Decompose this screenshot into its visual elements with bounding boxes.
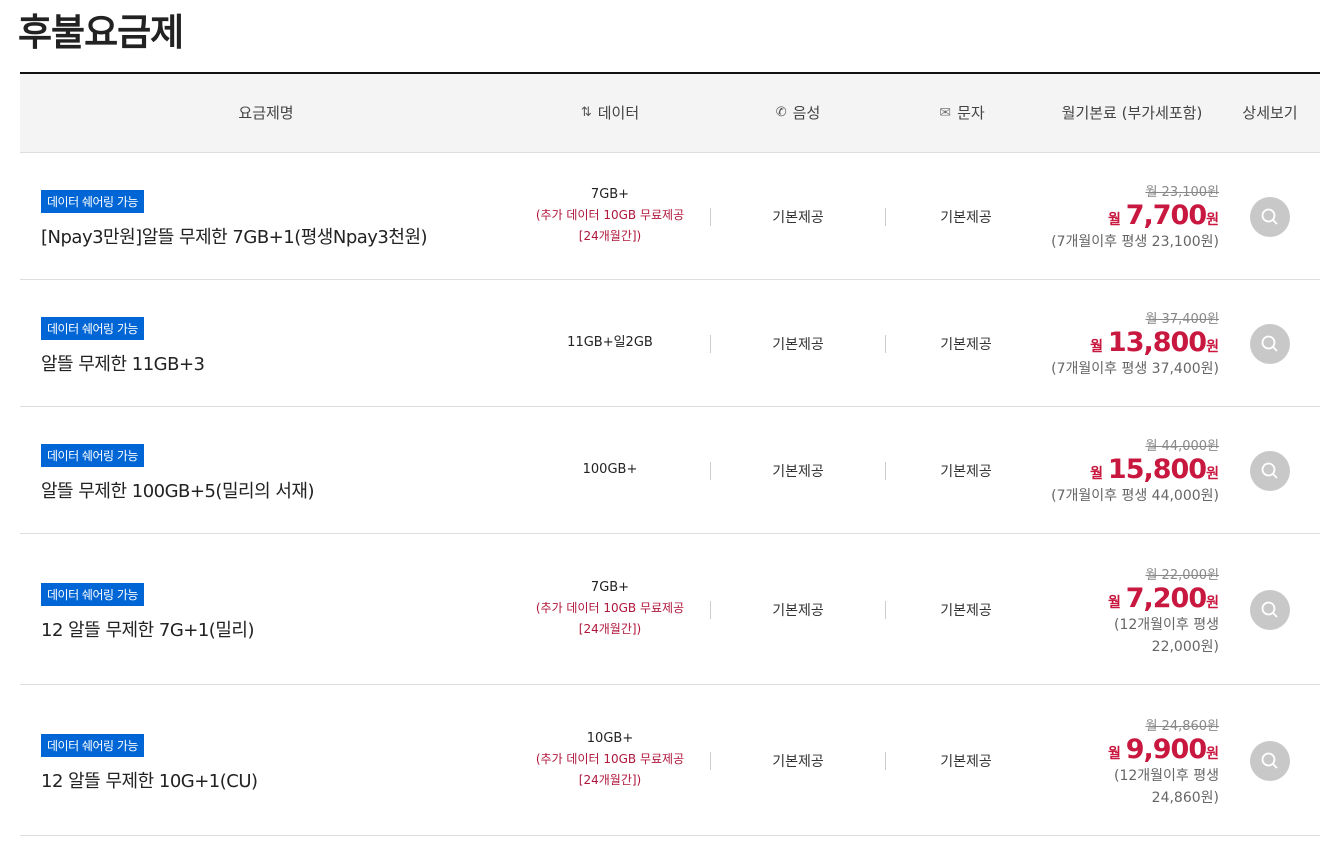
- sms-cell: 기본제공: [940, 336, 992, 353]
- plan-row: 데이터 쉐어링 가능 12 알뜰 무제한 7G+1(밀리) 7GB+ (추가 데…: [20, 534, 1320, 685]
- detail-button[interactable]: [1250, 450, 1290, 491]
- data-extra-period: [24개월간]): [578, 773, 642, 787]
- detail-button[interactable]: [1250, 740, 1290, 781]
- after-price: (7개월이후 평생 23,100원): [1051, 233, 1219, 250]
- plan-row: 데이터 쉐어링 가능 알뜰 무제한 11GB+3 11GB+일2GB 기본제공 …: [20, 280, 1320, 407]
- voice-cell: 기본제공: [772, 602, 824, 619]
- data-cell: 10GB+ (추가 데이터 10GB 무료제공 [24개월간]): [510, 728, 710, 791]
- sms-cell: 기본제공: [940, 602, 992, 619]
- after-price: (7개월이후 평생 44,000원): [1051, 487, 1219, 504]
- detail-button[interactable]: [1250, 589, 1290, 630]
- sale-price: 월 7,700원: [1107, 199, 1219, 231]
- divider: [885, 461, 886, 480]
- envelope-icon: ✉: [939, 104, 952, 121]
- sharing-badge: 데이터 쉐어링 가능: [41, 733, 144, 757]
- divider: [710, 334, 711, 353]
- search-icon: [1261, 752, 1278, 769]
- plan-name[interactable]: 알뜰 무제한 11GB+3: [41, 353, 205, 375]
- plan-row: 데이터 쉐어링 가능 알뜰 무제한 100GB+5(밀리의 서재) 100GB+…: [20, 407, 1320, 534]
- divider: [710, 207, 711, 226]
- data-cell: 11GB+일2GB: [510, 332, 710, 353]
- data-extra-period: [24개월간]): [578, 622, 642, 636]
- sale-price: 월 15,800원: [1090, 453, 1219, 485]
- divider: [885, 334, 886, 353]
- voice-cell: 기본제공: [772, 753, 824, 770]
- voice-cell: 기본제공: [772, 336, 824, 353]
- price-cell: 월 37,400원 월 13,800원 (7개월이후 평생 37,400원): [1029, 308, 1219, 380]
- header-voice: ✆ 음성: [775, 104, 821, 122]
- after-price-2: 24,860원): [1151, 789, 1219, 806]
- price-cell: 월 44,000원 월 15,800원 (7개월이후 평생 44,000원): [1029, 435, 1219, 507]
- after-price-2: 22,000원): [1151, 638, 1219, 655]
- divider: [710, 600, 711, 619]
- price-cell: 월 23,100원 월 7,700원 (7개월이후 평생 23,100원): [1029, 181, 1219, 253]
- data-amount: 10GB+: [586, 731, 634, 746]
- search-icon: [1261, 462, 1278, 479]
- data-cell: 7GB+ (추가 데이터 10GB 무료제공 [24개월간]): [510, 577, 710, 640]
- data-amount: 7GB+: [590, 580, 630, 595]
- sale-price: 월 13,800원: [1090, 326, 1219, 358]
- data-cell: 100GB+: [510, 459, 710, 480]
- data-extra: (추가 데이터 10GB 무료제공: [535, 208, 685, 222]
- original-price: 월 44,000원: [1145, 438, 1219, 454]
- sale-price: 월 9,900원: [1107, 733, 1219, 765]
- plan-name[interactable]: 알뜰 무제한 100GB+5(밀리의 서재): [41, 480, 315, 502]
- plan-name[interactable]: 12 알뜰 무제한 7G+1(밀리): [41, 619, 254, 641]
- header-fee: 월기본료 (부가세포함): [1061, 104, 1203, 122]
- sale-price: 월 7,200원: [1107, 582, 1219, 614]
- sms-cell: 기본제공: [940, 463, 992, 480]
- divider: [710, 751, 711, 770]
- after-price: (7개월이후 평생 37,400원): [1051, 360, 1219, 377]
- divider: [885, 600, 886, 619]
- search-icon: [1261, 208, 1278, 225]
- after-price: (12개월이후 평생: [1113, 767, 1219, 784]
- data-extra: (추가 데이터 10GB 무료제공: [535, 601, 685, 615]
- data-cell: 7GB+ (추가 데이터 10GB 무료제공 [24개월간]): [510, 184, 710, 247]
- voice-cell: 기본제공: [772, 463, 824, 480]
- sharing-badge: 데이터 쉐어링 가능: [41, 443, 144, 467]
- plan-row: 데이터 쉐어링 가능 12 알뜰 무제한 10G+1(CU) 10GB+ (추가…: [20, 685, 1320, 836]
- plan-name[interactable]: 12 알뜰 무제한 10G+1(CU): [41, 770, 258, 792]
- divider: [885, 207, 886, 226]
- table-header: 요금제명 ⇅ 데이터 ✆ 음성 ✉ 문자 월기본료 (부가세포함) 상세보기: [20, 74, 1320, 153]
- divider: [885, 751, 886, 770]
- page-title: 후불요금제: [18, 11, 184, 54]
- sharing-badge: 데이터 쉐어링 가능: [41, 316, 144, 340]
- plan-table: 요금제명 ⇅ 데이터 ✆ 음성 ✉ 문자 월기본료 (부가세포함) 상세보기 데이터 …: [20, 72, 1320, 836]
- price-cell: 월 24,860원 월 9,900원 (12개월이후 평생 24,860원): [1029, 715, 1219, 809]
- detail-button[interactable]: [1250, 323, 1290, 364]
- search-icon: [1261, 601, 1278, 618]
- original-price: 월 37,400원: [1145, 311, 1219, 327]
- phone-icon: ✆: [775, 105, 787, 120]
- header-data: ⇅ 데이터: [580, 104, 640, 122]
- data-extra: (추가 데이터 10GB 무료제공: [535, 752, 685, 766]
- header-detail: 상세보기: [1242, 104, 1298, 122]
- original-price: 월 23,100원: [1145, 184, 1219, 200]
- sms-cell: 기본제공: [940, 753, 992, 770]
- divider: [710, 461, 711, 480]
- data-amount: 7GB+: [590, 187, 630, 202]
- data-extra-period: [24개월간]): [578, 229, 642, 243]
- plan-row: 데이터 쉐어링 가능 [Npay3만원]알뜰 무제한 7GB+1(평생Npay3…: [20, 153, 1320, 280]
- data-amount: 11GB+일2GB: [567, 335, 653, 350]
- voice-cell: 기본제공: [772, 209, 824, 226]
- sms-cell: 기본제공: [940, 209, 992, 226]
- sharing-badge: 데이터 쉐어링 가능: [41, 189, 144, 213]
- sharing-badge: 데이터 쉐어링 가능: [41, 582, 144, 606]
- header-name: 요금제명: [238, 104, 294, 122]
- updown-arrows-icon: ⇅: [580, 105, 592, 120]
- price-cell: 월 22,000원 월 7,200원 (12개월이후 평생 22,000원): [1029, 564, 1219, 658]
- header-sms: ✉ 문자: [939, 104, 985, 122]
- detail-button[interactable]: [1250, 196, 1290, 237]
- original-price: 월 24,860원: [1145, 718, 1219, 734]
- original-price: 월 22,000원: [1145, 567, 1219, 583]
- plan-name[interactable]: [Npay3만원]알뜰 무제한 7GB+1(평생Npay3천원): [41, 226, 428, 248]
- data-amount: 100GB+: [582, 462, 638, 477]
- after-price: (12개월이후 평생: [1113, 616, 1219, 633]
- search-icon: [1261, 335, 1278, 352]
